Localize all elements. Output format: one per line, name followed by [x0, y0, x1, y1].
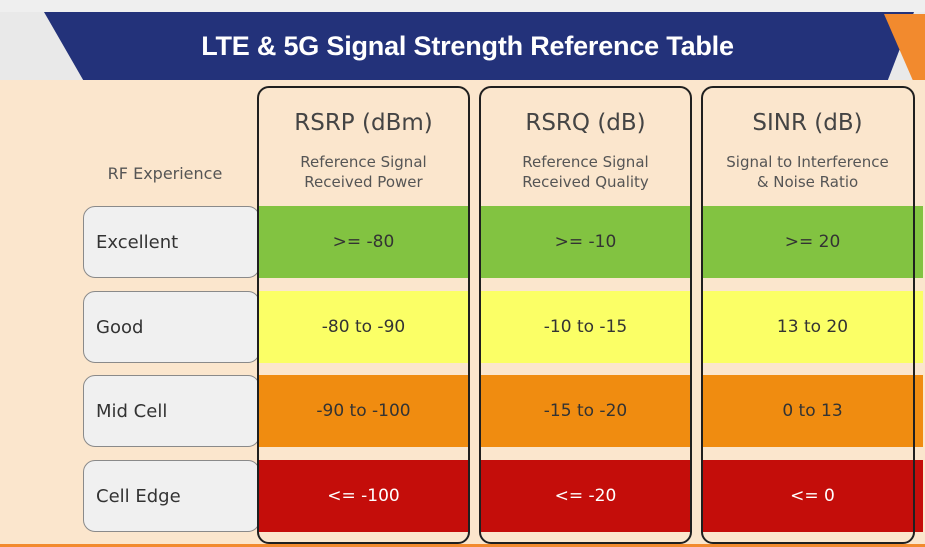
column-desc-sinr: Signal to Interference & Noise Ratio	[726, 152, 888, 192]
cell-excellent-sinr: >= 20	[702, 206, 923, 278]
row-label-excellent: Excellent	[83, 206, 260, 278]
cell-cell-edge-rsrp: <= -100	[258, 460, 469, 532]
cell-good-sinr: 13 to 20	[702, 291, 923, 363]
row-label-good: Good	[83, 291, 260, 363]
column-desc-line: Reference Signal	[300, 153, 427, 171]
column-desc-line: Received Power	[304, 173, 423, 191]
cell-mid-cell-rsrq: -15 to -20	[480, 375, 691, 447]
column-desc-line: Received Quality	[522, 173, 649, 191]
column-desc-rsrq: Reference Signal Received Quality	[522, 152, 649, 192]
column-metric-rsrq: RSRQ (dB)	[525, 110, 646, 136]
column-desc-line: Signal to Interference	[726, 153, 889, 171]
cell-mid-cell-sinr: 0 to 13	[702, 375, 923, 447]
cell-excellent-rsrq: >= -10	[480, 206, 691, 278]
column-metric-sinr: SINR (dB)	[752, 110, 863, 136]
cell-good-rsrp: -80 to -90	[258, 291, 469, 363]
row-label-cell-edge: Cell Edge	[83, 460, 260, 532]
column-desc-line: & Noise Ratio	[756, 173, 859, 191]
column-desc-rsrp: Reference Signal Received Power	[300, 152, 426, 192]
cell-cell-edge-sinr: <= 0	[702, 460, 923, 532]
top-strip	[0, 0, 925, 12]
rf-experience-header: RF Experience	[107, 163, 223, 183]
cell-good-rsrq: -10 to -15	[480, 291, 691, 363]
row-label-mid-cell: Mid Cell	[83, 375, 260, 447]
bottom-accent-line	[0, 544, 925, 547]
cell-mid-cell-rsrp: -90 to -100	[258, 375, 469, 447]
cell-excellent-rsrp: >= -80	[258, 206, 469, 278]
cell-cell-edge-rsrq: <= -20	[480, 460, 691, 532]
column-header-rsrp: RSRP (dBm) Reference Signal Received Pow…	[258, 86, 469, 204]
column-metric-rsrp: RSRP (dBm)	[294, 110, 433, 136]
title-banner	[44, 12, 914, 80]
column-header-rsrq: RSRQ (dB) Reference Signal Received Qual…	[480, 86, 691, 204]
column-desc-line: Reference Signal	[522, 153, 649, 171]
page-title: LTE & 5G Signal Strength Reference Table	[201, 30, 734, 61]
column-header-sinr: SINR (dB) Signal to Interference & Noise…	[702, 86, 913, 204]
